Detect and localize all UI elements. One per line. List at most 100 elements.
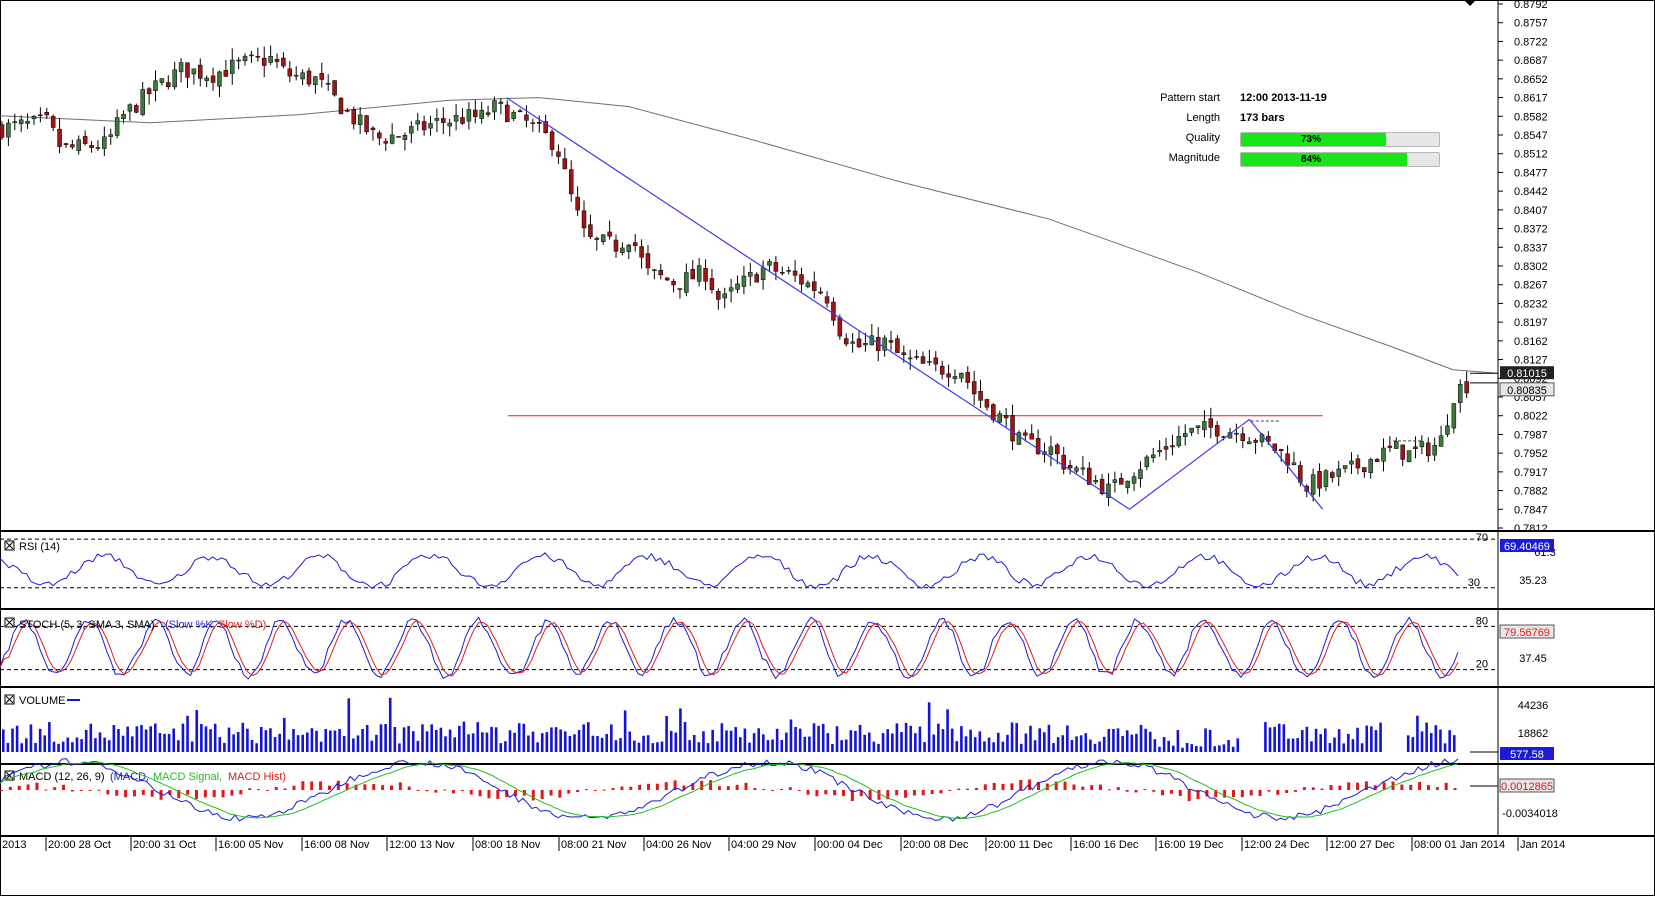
macd-hist-bar — [717, 786, 721, 790]
volume-bar — [140, 725, 143, 752]
macd-hist-bar — [842, 790, 846, 797]
candle-body — [447, 122, 452, 127]
macd-hist-bar — [806, 790, 810, 795]
macd-hist-bar — [868, 790, 872, 800]
macd-hist-bar — [70, 790, 74, 792]
candle-body — [626, 244, 632, 252]
macd-hist-bar — [1356, 782, 1360, 790]
volume-bar — [1416, 715, 1419, 752]
macd-hist-bar — [930, 790, 934, 795]
volume-bar — [361, 728, 364, 752]
quality-text: 73% — [1300, 134, 1321, 145]
candle-body — [850, 341, 855, 344]
candle-body — [31, 116, 37, 120]
macd-hist-bar — [212, 790, 216, 798]
price-tick-label: 0.8792 — [1514, 0, 1548, 11]
volume-bar — [1029, 725, 1032, 752]
candle-body — [760, 267, 766, 280]
volume-bar — [669, 730, 673, 752]
candle-body — [1464, 381, 1469, 394]
quality-bar-fill — [1241, 133, 1386, 146]
candle-body — [780, 272, 785, 274]
candle-body — [1451, 403, 1457, 429]
candle-body — [907, 357, 913, 360]
macd-hist-bar — [1028, 779, 1032, 790]
macd-hist-bar — [106, 790, 110, 795]
candle-body — [588, 224, 593, 238]
volume-bar — [586, 722, 590, 752]
candle-body — [70, 144, 75, 148]
candle-body — [178, 62, 184, 73]
macd-hist-bar — [1090, 785, 1094, 790]
volume-bar — [384, 723, 387, 752]
volume-bar — [646, 735, 650, 752]
candle-body — [25, 121, 30, 124]
macd-hist-bar — [593, 790, 597, 791]
volume-bar — [458, 725, 461, 752]
volume-bar — [969, 729, 972, 752]
price-tick-label: 0.7987 — [1514, 429, 1548, 441]
volume-bar — [25, 738, 28, 752]
macd-hist-bar — [469, 790, 473, 795]
candle-body — [421, 121, 427, 131]
candle-body — [287, 68, 293, 77]
candle-body — [1106, 483, 1111, 498]
price-tick-label: 0.7812 — [1514, 523, 1548, 535]
candle-body — [658, 269, 664, 276]
candle-body — [1023, 432, 1028, 436]
volume-bar — [946, 709, 949, 752]
macd-hist-bar — [1347, 782, 1351, 790]
macd-hist-bar — [514, 790, 518, 797]
candle-body — [108, 134, 113, 137]
volume-bar — [1264, 722, 1267, 752]
volume-bar — [785, 732, 788, 752]
time-tick-label: 2013 — [2, 839, 26, 851]
price-tick-label: 0.8617 — [1514, 93, 1548, 105]
macd-hist-bar — [1382, 782, 1386, 790]
volume-bar — [1121, 736, 1124, 752]
volume-bar — [734, 727, 737, 752]
candle-body — [933, 357, 939, 365]
volume-bar — [301, 734, 305, 752]
price-tick-label: 0.8547 — [1514, 130, 1548, 142]
candle-body — [434, 118, 440, 121]
volume-bar — [1116, 728, 1120, 752]
macd-hist-bar — [682, 785, 686, 790]
volume-bar — [130, 736, 134, 752]
volume-bar — [1075, 736, 1078, 752]
volume-bar — [421, 724, 424, 752]
macd-hist-bar — [319, 781, 323, 790]
stoch-value-box — [1499, 624, 1555, 639]
candle-body — [0, 124, 5, 138]
time-tick-label: 12:00 13 Nov — [389, 839, 455, 851]
candle-body — [1029, 433, 1034, 440]
volume-bar — [992, 742, 995, 752]
macd-hist-bar — [948, 790, 952, 791]
candle-body — [383, 141, 388, 144]
rsi-line — [0, 552, 1459, 590]
candle-body — [1087, 467, 1092, 485]
candle-body — [172, 69, 177, 88]
candle-body — [63, 143, 69, 145]
candle-body — [1387, 445, 1393, 448]
candle-body — [1240, 433, 1246, 441]
price-tick-label: 0.8582 — [1514, 111, 1548, 123]
volume-bar — [112, 725, 116, 752]
candle-body — [652, 269, 657, 271]
volume-bar — [1351, 739, 1355, 752]
macd-value-box — [1499, 778, 1555, 793]
candle-body — [1438, 435, 1444, 447]
candle-body — [1003, 415, 1009, 419]
volume-bar — [531, 731, 535, 752]
volume-bar — [241, 722, 245, 752]
volume-bar — [591, 735, 595, 752]
candle-body — [1035, 438, 1041, 455]
candle-body — [1010, 415, 1015, 442]
volume-bar — [918, 726, 922, 752]
axis-labels: 2013 20:00 28 Oct 20:00 31 Oct 16:00 05 Nov… — [0, 836, 1565, 851]
volume-bar — [1231, 746, 1235, 752]
candle-body — [357, 114, 363, 125]
volume-bar — [453, 737, 457, 752]
macd-hist-bar — [1435, 787, 1439, 790]
candle-body — [377, 132, 382, 139]
